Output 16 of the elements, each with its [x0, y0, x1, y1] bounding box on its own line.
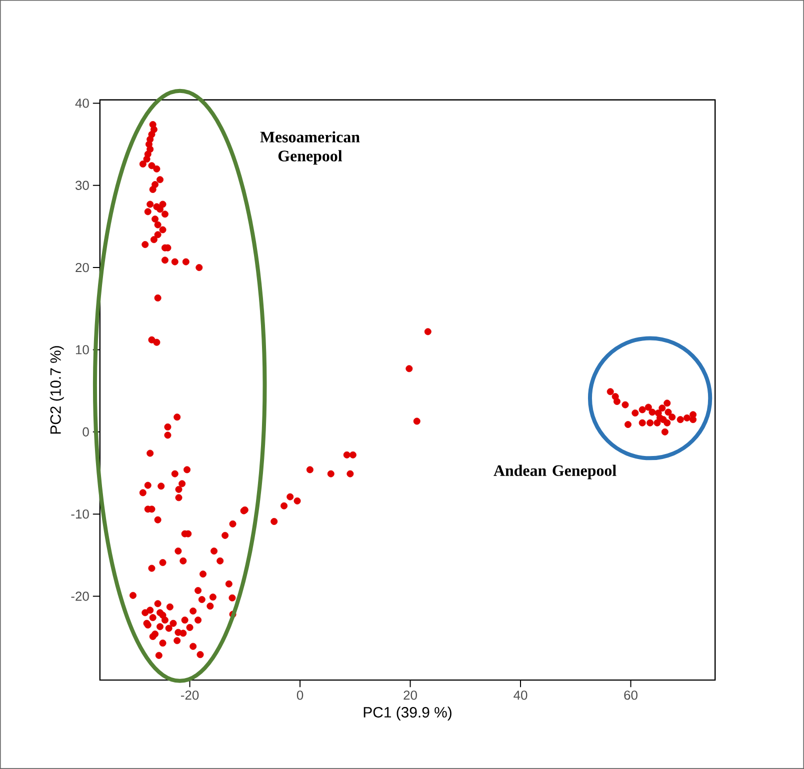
x-tick-label: 60: [624, 690, 638, 700]
x-tick-label: -20: [180, 690, 199, 700]
y-tick-label: 20: [76, 262, 89, 272]
y-axis-title: PC2 (10.7 %): [50, 346, 64, 434]
y-tick-label: -20: [71, 592, 89, 601]
y-tick-label: 30: [75, 180, 89, 190]
x-tick-label: 40: [514, 690, 528, 700]
x-axis-title: PC1 (39.9 %): [364, 706, 452, 721]
y-tick-label: 10: [76, 345, 89, 354]
y-tick-label: 40: [75, 98, 89, 108]
y-tick-label: -10: [71, 509, 89, 519]
x-tick-label: 0: [296, 690, 304, 700]
x-tick-label: 20: [404, 690, 417, 700]
y-tick-label: 0: [82, 427, 89, 436]
annotation: Andean Genepool: [494, 464, 616, 480]
annotation: Mesoamerican Genepool: [260, 131, 360, 165]
